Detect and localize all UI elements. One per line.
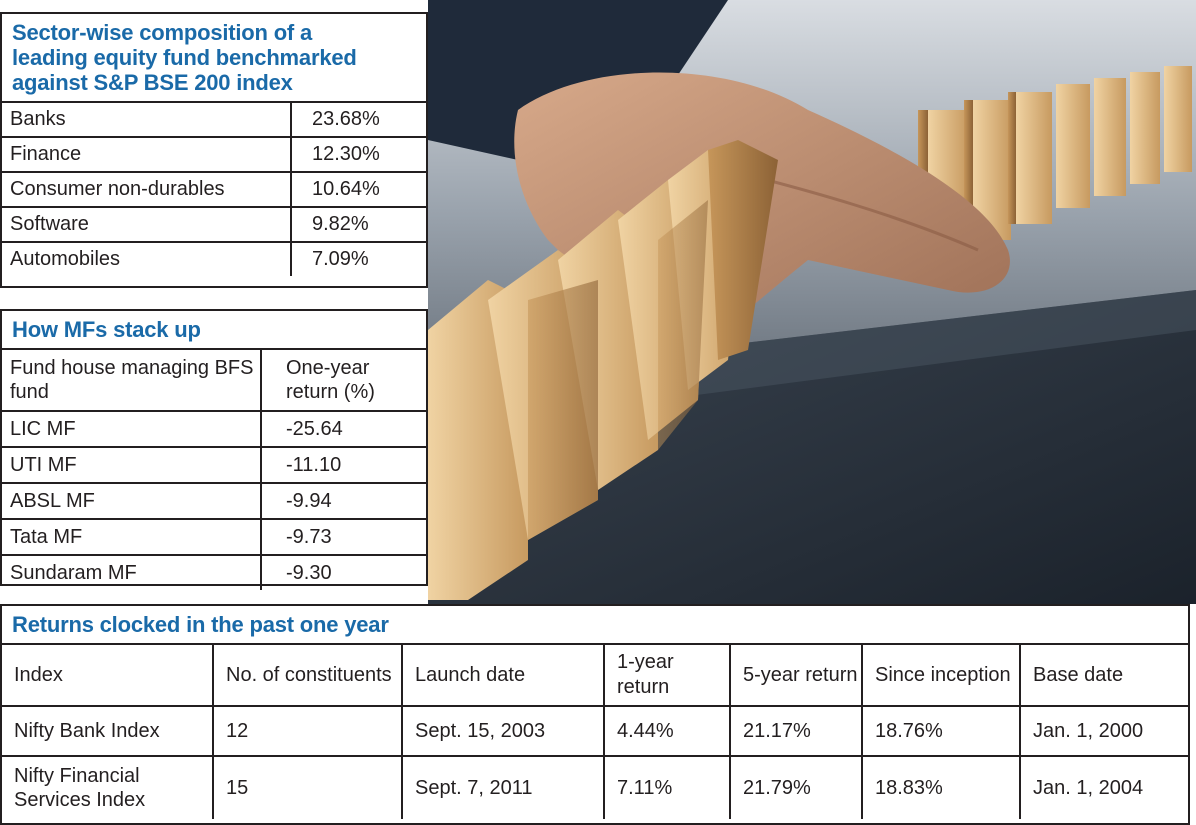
sector-table-title: Sector-wise composition of a leading equ… xyxy=(2,14,426,103)
index-name: Nifty Bank Index xyxy=(2,706,213,757)
table-header-row: Index No. of constituents Launch date 1-… xyxy=(2,645,1188,707)
returns-table-title: Returns clocked in the past one year xyxy=(2,606,1188,645)
one-year-value: 4.44% xyxy=(603,706,730,757)
base-date-value: Jan. 1, 2004 xyxy=(1019,756,1188,819)
sector-name: Banks xyxy=(2,103,291,138)
table-row: Nifty Financial Services Index 15 Sept. … xyxy=(2,756,1188,819)
sector-name: Finance xyxy=(2,137,291,173)
sector-name: Automobiles xyxy=(10,248,121,270)
launch-date-value: Sept. 15, 2003 xyxy=(401,706,604,757)
fund-name: Tata MF xyxy=(2,519,261,556)
sector-share: 7.09% xyxy=(290,242,426,276)
sector-share: 23.68% xyxy=(290,103,426,138)
five-year-value: 21.79% xyxy=(729,756,862,819)
sector-title-line-3: against S&P BSE 200 index xyxy=(12,70,293,95)
table-row: Software 9.82% xyxy=(2,207,426,243)
base-date-header: Base date xyxy=(1019,645,1188,707)
one-year-header: 1-year return xyxy=(603,645,730,707)
index-returns-table: Returns clocked in the past one year Ind… xyxy=(0,604,1190,825)
table-row: Banks 23.68% xyxy=(2,103,426,138)
fund-name: Sundaram MF xyxy=(10,561,137,584)
fund-return: -25.64 xyxy=(260,411,426,448)
returns-rows: Index No. of constituents Launch date 1-… xyxy=(2,645,1188,819)
sector-name: Software xyxy=(2,207,291,243)
table-row: ABSL MF -9.94 xyxy=(2,483,426,520)
fund-name: LIC MF xyxy=(2,411,261,448)
sector-title-line-2: leading equity fund benchmarked xyxy=(12,45,357,70)
table-row: Nifty Bank Index 12 Sept. 15, 2003 4.44%… xyxy=(2,706,1188,757)
table-row: UTI MF -11.10 xyxy=(2,447,426,484)
sector-share: 12.30% xyxy=(290,137,426,173)
domino-hand-photo xyxy=(428,0,1196,604)
domino-photo-illustration xyxy=(428,0,1196,604)
table-row: Finance 12.30% xyxy=(2,137,426,173)
table-row: LIC MF -25.64 xyxy=(2,411,426,448)
one-year-value: 7.11% xyxy=(603,756,730,819)
sector-share: 10.64% xyxy=(290,172,426,208)
mf-rows: Fund house managing BFS fund One-year re… xyxy=(2,350,426,590)
sector-rows: Banks 23.68% Finance 12.30% Consumer non… xyxy=(2,103,426,276)
fund-house-header: Fund house managing BFS fund xyxy=(2,350,261,412)
constituents-value: 12 xyxy=(212,706,402,757)
fund-return: -9.73 xyxy=(260,519,426,556)
fund-name: ABSL MF xyxy=(2,483,261,520)
index-header: Index xyxy=(2,645,213,707)
since-inception-header: Since inception xyxy=(861,645,1020,707)
launch-date-header: Launch date xyxy=(401,645,604,707)
since-inception-value: 18.76% xyxy=(861,706,1020,757)
sector-name: Consumer non-durables xyxy=(2,172,291,208)
index-name: Nifty Financial Services Index xyxy=(14,765,146,811)
launch-date-value: Sept. 7, 2011 xyxy=(401,756,604,819)
sector-share: 9.82% xyxy=(290,207,426,243)
mf-table-title: How MFs stack up xyxy=(2,311,426,350)
sector-composition-table: Sector-wise composition of a leading equ… xyxy=(0,12,428,288)
mf-returns-table: How MFs stack up Fund house managing BFS… xyxy=(0,309,428,590)
since-inception-value: 18.83% xyxy=(861,756,1020,819)
table-header-row: Fund house managing BFS fund One-year re… xyxy=(2,350,426,412)
fund-return: -9.94 xyxy=(260,483,426,520)
fund-name: UTI MF xyxy=(2,447,261,484)
fund-return: -11.10 xyxy=(260,447,426,484)
five-year-header: 5-year return xyxy=(729,645,862,707)
one-year-return-header: One-year return (%) xyxy=(260,350,426,412)
table-row: Consumer non-durables 10.64% xyxy=(2,172,426,208)
constituents-value: 15 xyxy=(212,756,402,819)
table-row: Tata MF -9.73 xyxy=(2,519,426,556)
sector-title-line-1: Sector-wise composition of a xyxy=(12,20,313,45)
base-date-value: Jan. 1, 2000 xyxy=(1019,706,1188,757)
table-row: Sundaram MF -9.30 xyxy=(2,555,426,590)
table-row: Automobiles 7.09% xyxy=(2,242,426,276)
five-year-value: 21.17% xyxy=(729,706,862,757)
fund-return: -9.30 xyxy=(260,555,426,590)
constituents-header: No. of constituents xyxy=(212,645,402,707)
